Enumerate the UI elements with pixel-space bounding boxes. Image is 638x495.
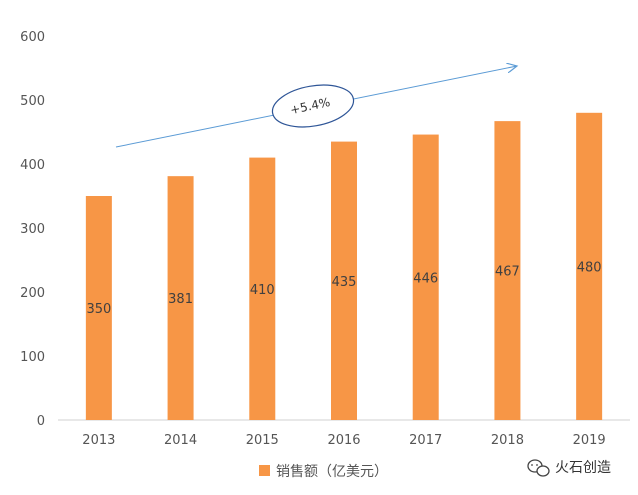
bar xyxy=(412,134,439,420)
y-axis: 0 100 200 300 400 500 600 xyxy=(20,30,45,429)
bar xyxy=(85,196,112,420)
data-label: 480 xyxy=(577,260,602,275)
y-tick-label: 100 xyxy=(20,350,45,365)
watermark: 火石创造 xyxy=(527,459,611,477)
y-tick-label: 300 xyxy=(20,222,45,237)
growth-ellipse xyxy=(271,84,355,128)
data-label: 350 xyxy=(86,302,111,317)
x-tick-label: 2017 xyxy=(409,433,442,448)
data-label: 381 xyxy=(168,292,193,307)
legend: 销售额（亿美元） xyxy=(259,464,388,480)
x-tick-label: 2018 xyxy=(491,433,524,448)
x-tick-label: 2019 xyxy=(573,433,606,448)
y-tick-label: 0 xyxy=(37,414,45,429)
x-tick-label: 2015 xyxy=(246,433,279,448)
y-tick-label: 200 xyxy=(20,286,45,301)
bar xyxy=(576,112,603,421)
bar xyxy=(249,157,276,420)
data-label: 435 xyxy=(332,275,357,290)
legend-swatch xyxy=(259,465,270,476)
bar xyxy=(494,121,521,421)
growth-annotation: +5.4% xyxy=(115,66,517,148)
data-label: 467 xyxy=(495,265,520,280)
bars xyxy=(85,112,603,421)
y-tick-label: 600 xyxy=(20,30,45,45)
bar xyxy=(167,176,194,420)
x-axis: 2013 2014 2015 2016 2017 2018 2019 xyxy=(58,419,630,448)
y-tick-label: 500 xyxy=(20,94,45,109)
x-tick-label: 2014 xyxy=(164,433,197,448)
data-labels: 350 381 410 435 446 467 480 xyxy=(86,260,601,317)
x-tick-label: 2013 xyxy=(82,433,115,448)
watermark-text: 火石创造 xyxy=(555,460,611,476)
data-label: 446 xyxy=(413,271,438,286)
wechat-icon xyxy=(527,459,550,477)
data-label: 410 xyxy=(250,283,275,298)
bar xyxy=(331,141,357,420)
legend-label: 销售额（亿美元） xyxy=(276,464,388,480)
x-tick-label: 2016 xyxy=(327,433,360,448)
y-tick-label: 400 xyxy=(20,158,45,173)
